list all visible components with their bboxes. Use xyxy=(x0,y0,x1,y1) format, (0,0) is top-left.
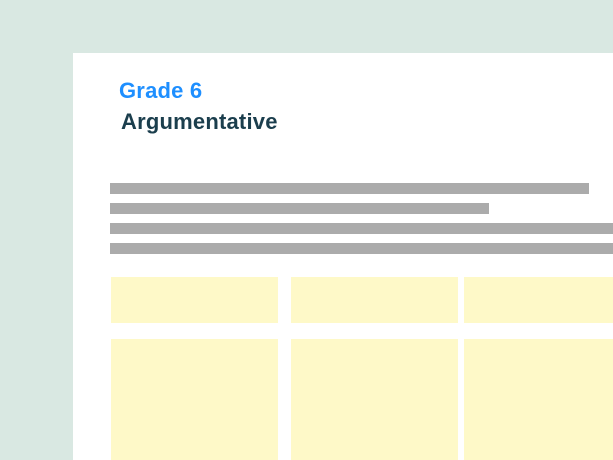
content-placeholder-block xyxy=(291,277,458,323)
content-placeholder-block xyxy=(111,339,278,460)
grade-label: Grade 6 xyxy=(119,78,203,103)
essay-type-label: Argumentative xyxy=(121,109,278,134)
template-preview-card: Grade 6 Argumentative xyxy=(73,53,613,460)
text-placeholder-line xyxy=(110,183,589,194)
text-placeholder-line xyxy=(110,223,613,234)
text-placeholder-line xyxy=(110,243,613,254)
text-placeholder-line xyxy=(110,203,489,214)
content-placeholder-block xyxy=(111,277,278,323)
content-placeholder-block xyxy=(464,339,613,460)
content-placeholder-block xyxy=(464,277,613,323)
content-placeholder-block xyxy=(291,339,458,460)
